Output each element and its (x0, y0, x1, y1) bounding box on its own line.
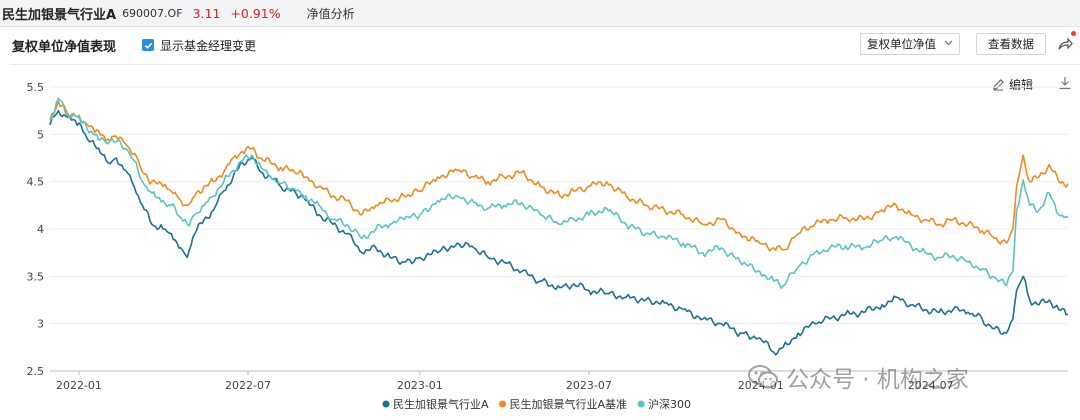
fund-change: +0.91% (230, 5, 281, 21)
x-axis: 2022-012022-072023-012023-072024-012024-… (56, 371, 954, 392)
x-tick-label: 2022-01 (56, 379, 102, 392)
download-icon[interactable] (1058, 76, 1072, 90)
y-tick-label: 4.5 (27, 176, 45, 189)
chart-grid (50, 86, 1068, 372)
chart-legend: 民生加银景气行业A 民生加银景气行业A基准 沪深300 (382, 397, 691, 411)
series-line-3 (49, 97, 1069, 289)
fund-code: 690007.OF (122, 6, 183, 20)
y-tick-label: 4 (37, 223, 44, 236)
watermark-text: 公众号 · 机构之家 (786, 367, 969, 393)
y-tick-label: 5 (37, 128, 44, 141)
edit-label: 编辑 (1009, 78, 1034, 92)
fund-name: 民生加银景气行业A (2, 7, 117, 23)
share-icon[interactable] (1056, 35, 1074, 53)
metric-select-value: 复权单位净值 (867, 37, 936, 51)
y-tick-label: 5.5 (27, 81, 45, 94)
x-tick-label: 2023-07 (566, 379, 612, 392)
series-line-2 (49, 100, 1069, 252)
y-tick-label: 2.5 (27, 365, 45, 378)
series-line-1 (49, 109, 1069, 356)
section-title: 复权单位净值表现 (12, 39, 117, 55)
y-axis: 2.5 3 3.5 4 4.5 5 5.5 (27, 81, 45, 378)
chart-toolbar: 复权单位净值表现 显示基金经理变更 复权单位净值 查看数据 (0, 27, 1080, 63)
checkmark-icon[interactable] (142, 39, 155, 51)
watermark: 公众号 · 机构之家 (748, 360, 969, 394)
metric-select[interactable]: 复权单位净值 (860, 33, 960, 55)
x-tick-label: 2023-01 (397, 379, 443, 392)
manager-change-label: 显示基金经理变更 (160, 38, 257, 53)
legend-label[interactable]: 民生加银景气行业A基准 (510, 397, 628, 411)
legend-marker (499, 400, 507, 408)
nav-line-chart: 2.5 3 3.5 4 4.5 5 5.5 2022-01 2022-07 2023-01 202… (27, 81, 1069, 411)
notification-dot (1071, 31, 1076, 36)
tab-nav-analysis[interactable]: 净值分析 (306, 6, 355, 21)
toolbar-divider (10, 64, 1080, 65)
view-data-button[interactable]: 查看数据 (976, 33, 1046, 55)
x-tick-label: 2024-07 (908, 379, 954, 392)
manager-change-toggle[interactable]: 显示基金经理变更 (142, 37, 256, 54)
y-tick-label: 3.5 (27, 270, 45, 283)
legend-marker (637, 400, 645, 408)
fund-header-bar: 民生加银景气行业A 690007.OF 3.11 +0.91% 净值分析 (0, 0, 1080, 27)
chart-series (49, 97, 1069, 356)
legend-marker (382, 400, 390, 408)
y-tick-label: 3 (37, 318, 44, 331)
legend-label[interactable]: 沪深300 (648, 397, 691, 411)
fund-price: 3.11 (192, 5, 221, 21)
chevron-down-icon (944, 39, 953, 49)
wechat-icon (748, 365, 778, 389)
legend-label[interactable]: 民生加银景气行业A (393, 397, 489, 411)
x-tick-label: 2022-07 (225, 379, 271, 392)
